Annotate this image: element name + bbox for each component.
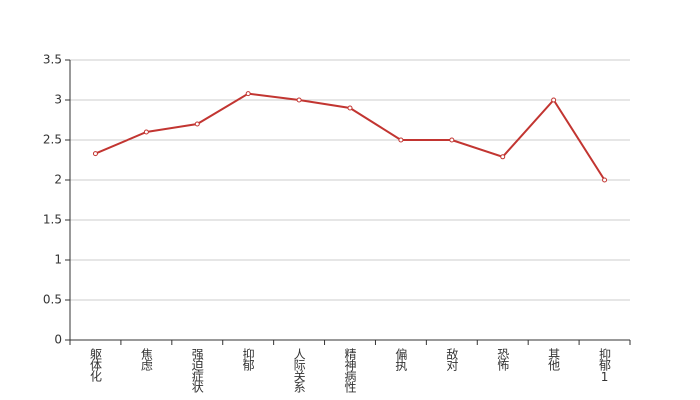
point xyxy=(296,97,302,103)
y-tick-label: 1.5 xyxy=(43,213,62,227)
x-tick-label: 抑郁1 xyxy=(598,347,612,383)
x-tick-label: 强迫症状 xyxy=(190,348,204,393)
point xyxy=(92,151,98,157)
x-tick-label: 其他 xyxy=(547,348,561,371)
x-tick-label: 偏执 xyxy=(394,347,408,372)
point xyxy=(143,129,149,135)
point xyxy=(500,154,506,160)
x-tick-label: 人际关系 xyxy=(292,348,306,393)
y-tick-label: 2 xyxy=(54,173,62,187)
point xyxy=(602,177,608,183)
x-tick-label: 躯体化 xyxy=(88,347,102,383)
y-tick-label: 0.5 xyxy=(43,293,62,307)
y-tick-label: 3 xyxy=(54,93,62,107)
point xyxy=(194,121,200,127)
x-tick-label: 精神病性 xyxy=(343,348,357,394)
y-tick-label: 1 xyxy=(54,253,62,267)
y-tick-label: 3.5 xyxy=(43,53,62,67)
y-tick-label: 2.5 xyxy=(43,133,62,147)
y-tick-label: 0 xyxy=(54,333,62,347)
point xyxy=(551,97,557,103)
x-tick-label: 焦虑 xyxy=(139,348,153,371)
point xyxy=(347,105,353,111)
x-tick-label: 恐怖 xyxy=(496,348,510,371)
x-tick-label: 抑郁 xyxy=(241,347,255,372)
point xyxy=(449,137,455,143)
point xyxy=(398,137,404,143)
point xyxy=(245,91,251,97)
x-tick-label: 敌对 xyxy=(445,347,459,371)
